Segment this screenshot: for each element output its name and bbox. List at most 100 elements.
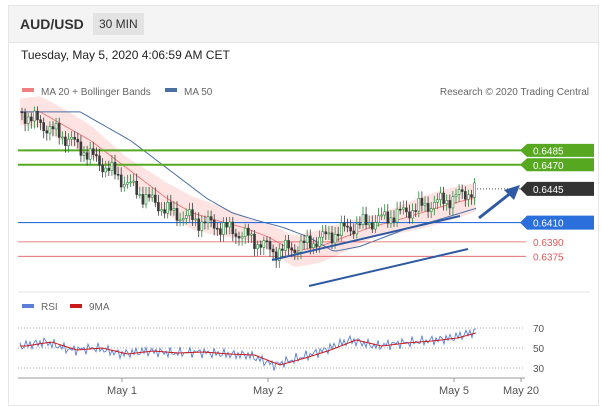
candle-body [237,236,241,239]
candle-body [473,182,476,198]
candle-body [60,136,64,139]
candle-body [327,232,331,235]
candle-body [463,191,467,200]
candle-body [42,122,46,132]
rsi-legend-label: RSI [41,302,58,313]
x-tick-label: May 1 [107,385,137,397]
candle-body [216,227,219,230]
candle-body [231,221,235,235]
candle-body [457,189,461,195]
ma50-line [20,111,477,252]
candle-body [250,233,253,236]
candle-body [358,223,362,226]
candle-body [247,227,250,236]
candle-body [432,202,436,209]
candle-body [200,221,204,231]
candle-body [240,236,244,239]
candle-body [349,226,352,232]
currency-pair: AUD/USD [20,16,84,32]
candle-body [67,138,70,146]
candle-body [79,141,83,156]
chart-header: AUD/USD 30 MIN [9,6,598,43]
candle-body [386,211,390,224]
candle-body [445,200,449,204]
candle-body [172,208,176,211]
level-tag-resistance [520,158,594,172]
level-label: 0.6375 [533,252,564,263]
candle-body [374,222,377,230]
candle-body [219,228,222,235]
chart-card: AUD/USD 30 MIN Tuesday, May 5, 2020 4:06… [8,5,599,406]
candle-body [163,209,166,214]
candle-body [398,208,402,211]
candle-body [423,202,427,206]
candle-body [274,251,278,261]
candle-body [290,247,294,251]
candle-body [302,240,306,244]
candle-body [417,198,421,212]
candle-body [188,209,191,216]
candle-body [45,130,49,134]
candle-body [107,167,111,171]
candle-body [157,202,160,212]
candle-body [405,207,408,213]
candle-body [85,152,89,160]
level-tag-current [520,181,594,196]
rsi-tick-label: 50 [533,344,545,355]
candle-body [194,218,197,221]
candle-body [355,223,359,235]
ma50-legend-label: MA 50 [184,87,213,98]
ma50-legend-swatch [165,88,177,92]
candle-body [336,233,340,236]
candle-body [92,148,95,155]
candle-body [268,241,272,250]
candle-body [141,194,145,205]
rsi-ma-line [20,332,477,366]
rsi-tick-label: 30 [533,364,545,375]
candle-body [169,202,173,211]
candle-body [191,209,194,220]
level-tag-resistance [520,143,594,157]
candle-body [119,174,123,188]
level-label: 0.6485 [533,146,564,157]
candle-body [287,240,290,249]
candle-body [150,194,154,198]
candle-body [330,232,334,244]
candle-body [321,231,325,238]
candle-body [175,208,179,221]
candle-body [305,235,309,244]
projection-arrow-head [504,185,520,200]
candle-body [39,119,42,123]
candle-body [346,225,349,228]
candle-body [166,202,169,214]
ma9-legend-label: 9MA [89,302,110,313]
candle-body [73,137,76,140]
candle-body [98,155,101,166]
candle-body [110,162,114,171]
candle-body [135,180,138,195]
candle-body [411,210,414,219]
candle-body [383,211,387,216]
candle-body [113,162,117,175]
channel-upper-line [271,215,461,261]
candle-body [352,230,356,235]
candle-body [370,222,374,230]
rsi-tick-label: 70 [533,324,545,335]
timeframe-badge[interactable]: 30 MIN [93,13,144,35]
level-label: 0.6470 [533,161,564,172]
candle-body [253,233,256,249]
candle-body [361,214,365,225]
candle-body [138,194,142,196]
candle-body [467,194,470,200]
candle-body [389,217,393,224]
candle-body [212,219,216,229]
rsi-line [19,328,477,371]
x-tick-label: May 2 [253,385,283,397]
candle-body [262,240,266,248]
candle-body [82,152,86,156]
candle-body [451,196,455,209]
candle-body [265,240,269,243]
candle-body [197,218,200,231]
candle-body [277,248,281,261]
